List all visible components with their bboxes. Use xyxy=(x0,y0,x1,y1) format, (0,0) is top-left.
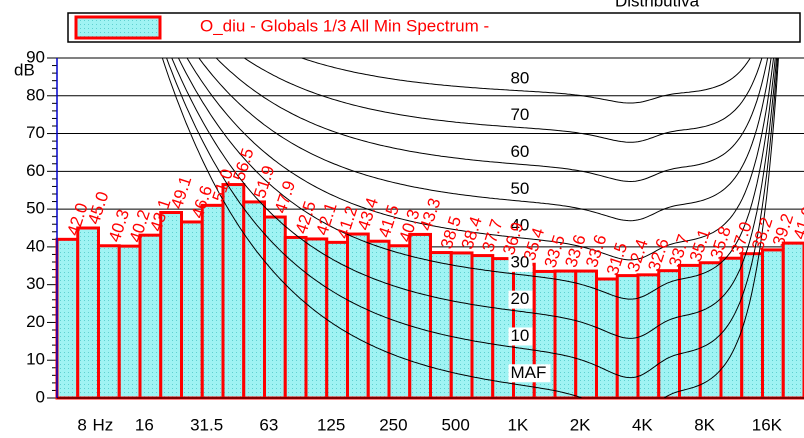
x-tick-label: 500 xyxy=(441,415,469,434)
contour-label-bg xyxy=(508,290,533,309)
bar xyxy=(678,263,702,400)
x-tick-label: 8 xyxy=(77,415,86,434)
bar xyxy=(698,261,723,400)
y-tick-label: 10 xyxy=(26,350,45,369)
bar xyxy=(117,244,142,400)
bar xyxy=(346,232,370,400)
contour-label-bg xyxy=(508,327,533,346)
contour-label: 10 xyxy=(510,326,529,345)
y-tick-label: 90 xyxy=(26,47,45,66)
bar xyxy=(283,235,308,400)
bar xyxy=(574,269,598,400)
contour-label: 40 xyxy=(510,216,529,235)
y-tick-label: 50 xyxy=(26,199,45,218)
x-tick-label: 63 xyxy=(259,415,278,434)
bar xyxy=(429,251,453,400)
bar xyxy=(76,226,100,400)
contours xyxy=(161,58,779,398)
bar xyxy=(242,200,266,400)
y-tick-label: 60 xyxy=(26,161,45,180)
contour-label-bg xyxy=(508,106,533,125)
x-tick-label: 16K xyxy=(752,415,783,434)
bar xyxy=(595,277,619,400)
x-tick-label: Hz xyxy=(92,415,113,434)
contour-label-bg xyxy=(508,180,533,199)
x-tick-label: 4K xyxy=(632,415,653,434)
contour-label: 50 xyxy=(510,179,529,198)
bar xyxy=(200,203,225,400)
contour-label-bg xyxy=(508,364,551,383)
chart-title: Distributiva xyxy=(615,0,700,10)
contour xyxy=(177,58,776,300)
bar xyxy=(366,239,391,400)
x-tick-label: 16 xyxy=(135,415,154,434)
x-tick-label: 8K xyxy=(694,415,715,434)
contour-label-bg xyxy=(508,217,533,236)
bar xyxy=(159,211,183,400)
bar xyxy=(740,252,764,400)
contour xyxy=(215,58,769,183)
value-label: 56.5 xyxy=(229,146,257,183)
contour-label-bg xyxy=(508,253,533,272)
contour-label-bg xyxy=(508,143,533,162)
x-tick-label: 31.5 xyxy=(190,415,223,434)
legend-swatch xyxy=(74,15,162,40)
bar xyxy=(761,248,785,400)
bar xyxy=(263,215,287,400)
bar xyxy=(719,256,744,400)
y-tick-label: 40 xyxy=(26,236,45,255)
y-tick-label: 0 xyxy=(36,387,45,406)
x-tick-label: 125 xyxy=(317,415,345,434)
x-tick-label: 1K xyxy=(507,415,528,434)
y-axis-label: dB xyxy=(14,60,35,79)
bar xyxy=(97,244,121,400)
contour xyxy=(186,58,775,261)
contour-label-bg xyxy=(508,69,533,88)
y-tick-label: 70 xyxy=(26,123,45,142)
contour-label: 60 xyxy=(510,142,529,161)
x-tick-label: 250 xyxy=(379,415,407,434)
legend-label: O_diu - Globals 1/3 All Min Spectrum - xyxy=(200,16,489,35)
value-label: 45.0 xyxy=(84,189,112,226)
contour-label: MAF xyxy=(510,363,546,382)
x-tick-label: 2K xyxy=(570,415,591,434)
bar xyxy=(781,241,804,400)
legend-box xyxy=(67,12,801,43)
contour xyxy=(243,58,763,143)
contour-label: 70 xyxy=(510,105,529,124)
contour-label: 20 xyxy=(510,289,529,308)
contour-label: 80 xyxy=(510,68,529,87)
bar xyxy=(553,269,578,400)
contour xyxy=(198,58,772,222)
y-tick-label: 20 xyxy=(26,312,45,331)
bar xyxy=(470,254,495,400)
bar xyxy=(657,269,681,400)
bar xyxy=(55,237,80,400)
y-tick-label: 80 xyxy=(26,85,45,104)
contour-label: 30 xyxy=(510,252,529,271)
value-label: 47.9 xyxy=(271,178,299,215)
contour xyxy=(161,58,779,398)
bar xyxy=(138,233,163,400)
bar xyxy=(304,237,329,400)
bar xyxy=(180,220,204,400)
contour xyxy=(171,58,778,339)
y-tick-label: 30 xyxy=(26,274,45,293)
contour xyxy=(300,58,751,104)
contour xyxy=(166,58,779,379)
